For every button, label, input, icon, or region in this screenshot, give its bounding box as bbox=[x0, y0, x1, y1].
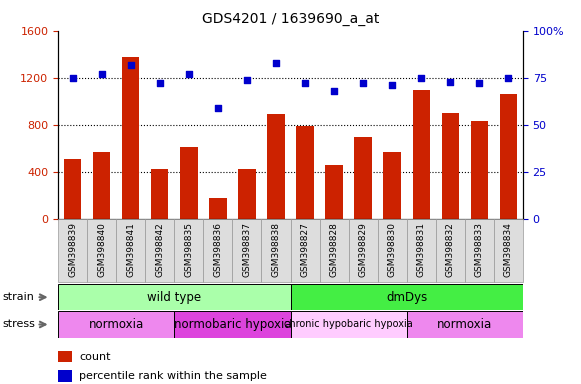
Point bbox=[213, 105, 223, 111]
Bar bbox=[267, 114, 285, 219]
Text: normoxia: normoxia bbox=[437, 318, 493, 331]
Bar bbox=[122, 56, 139, 219]
Bar bbox=[93, 152, 110, 219]
Text: GSM398836: GSM398836 bbox=[213, 222, 223, 277]
FancyBboxPatch shape bbox=[378, 219, 407, 282]
Bar bbox=[180, 147, 198, 219]
Text: GSM398839: GSM398839 bbox=[68, 222, 77, 277]
FancyBboxPatch shape bbox=[58, 284, 290, 310]
Point bbox=[446, 78, 455, 84]
Point bbox=[475, 80, 484, 86]
FancyBboxPatch shape bbox=[174, 219, 203, 282]
Point bbox=[97, 71, 106, 77]
FancyBboxPatch shape bbox=[436, 219, 465, 282]
FancyBboxPatch shape bbox=[290, 219, 320, 282]
Point bbox=[388, 82, 397, 88]
Text: GSM398834: GSM398834 bbox=[504, 222, 513, 277]
FancyBboxPatch shape bbox=[145, 219, 174, 282]
FancyBboxPatch shape bbox=[349, 219, 378, 282]
Text: GSM398828: GSM398828 bbox=[329, 222, 339, 277]
Text: GSM398830: GSM398830 bbox=[388, 222, 397, 277]
Text: GSM398833: GSM398833 bbox=[475, 222, 484, 277]
Point bbox=[504, 74, 513, 81]
Point bbox=[68, 74, 77, 81]
FancyBboxPatch shape bbox=[261, 219, 290, 282]
FancyBboxPatch shape bbox=[87, 219, 116, 282]
Point bbox=[329, 88, 339, 94]
Text: stress: stress bbox=[3, 319, 36, 329]
Bar bbox=[442, 113, 459, 219]
FancyBboxPatch shape bbox=[232, 219, 261, 282]
Text: strain: strain bbox=[3, 292, 35, 302]
Text: dmDys: dmDys bbox=[386, 291, 427, 304]
Text: GSM398837: GSM398837 bbox=[242, 222, 252, 277]
Point bbox=[242, 76, 252, 83]
Point bbox=[184, 71, 193, 77]
FancyBboxPatch shape bbox=[320, 219, 349, 282]
Bar bbox=[354, 137, 372, 219]
Text: chronic hypobaric hypoxia: chronic hypobaric hypoxia bbox=[284, 319, 413, 329]
Bar bbox=[413, 89, 430, 219]
Text: GSM398838: GSM398838 bbox=[271, 222, 281, 277]
Bar bbox=[209, 198, 227, 219]
Point bbox=[271, 60, 281, 66]
FancyBboxPatch shape bbox=[465, 219, 494, 282]
FancyBboxPatch shape bbox=[58, 219, 87, 282]
FancyBboxPatch shape bbox=[290, 311, 407, 338]
Bar bbox=[58, 351, 72, 362]
Text: count: count bbox=[79, 352, 110, 362]
Bar bbox=[58, 370, 72, 382]
Text: percentile rank within the sample: percentile rank within the sample bbox=[79, 371, 267, 381]
Point bbox=[358, 80, 368, 86]
FancyBboxPatch shape bbox=[407, 219, 436, 282]
Point bbox=[126, 61, 135, 68]
Text: GSM398832: GSM398832 bbox=[446, 222, 455, 277]
FancyBboxPatch shape bbox=[494, 219, 523, 282]
FancyBboxPatch shape bbox=[174, 311, 290, 338]
Text: normobaric hypoxia: normobaric hypoxia bbox=[174, 318, 291, 331]
Bar bbox=[325, 165, 343, 219]
Point bbox=[155, 80, 164, 86]
Text: GSM398831: GSM398831 bbox=[417, 222, 426, 277]
FancyBboxPatch shape bbox=[58, 311, 174, 338]
FancyBboxPatch shape bbox=[203, 219, 232, 282]
Text: GSM398835: GSM398835 bbox=[184, 222, 193, 277]
FancyBboxPatch shape bbox=[407, 311, 523, 338]
Text: GSM398842: GSM398842 bbox=[155, 222, 164, 277]
Text: wild type: wild type bbox=[147, 291, 202, 304]
Text: GDS4201 / 1639690_a_at: GDS4201 / 1639690_a_at bbox=[202, 12, 379, 25]
Bar bbox=[151, 169, 168, 219]
Text: GSM398841: GSM398841 bbox=[126, 222, 135, 277]
Point bbox=[417, 74, 426, 81]
Text: GSM398829: GSM398829 bbox=[358, 222, 368, 277]
Bar bbox=[64, 159, 81, 219]
FancyBboxPatch shape bbox=[116, 219, 145, 282]
Bar bbox=[471, 121, 488, 219]
Text: GSM398827: GSM398827 bbox=[300, 222, 310, 277]
Point bbox=[300, 80, 310, 86]
Text: GSM398840: GSM398840 bbox=[97, 222, 106, 277]
Bar bbox=[500, 94, 517, 219]
Bar bbox=[383, 152, 401, 219]
FancyBboxPatch shape bbox=[290, 284, 523, 310]
Text: normoxia: normoxia bbox=[88, 318, 144, 331]
Bar bbox=[238, 169, 256, 219]
Bar bbox=[296, 126, 314, 219]
